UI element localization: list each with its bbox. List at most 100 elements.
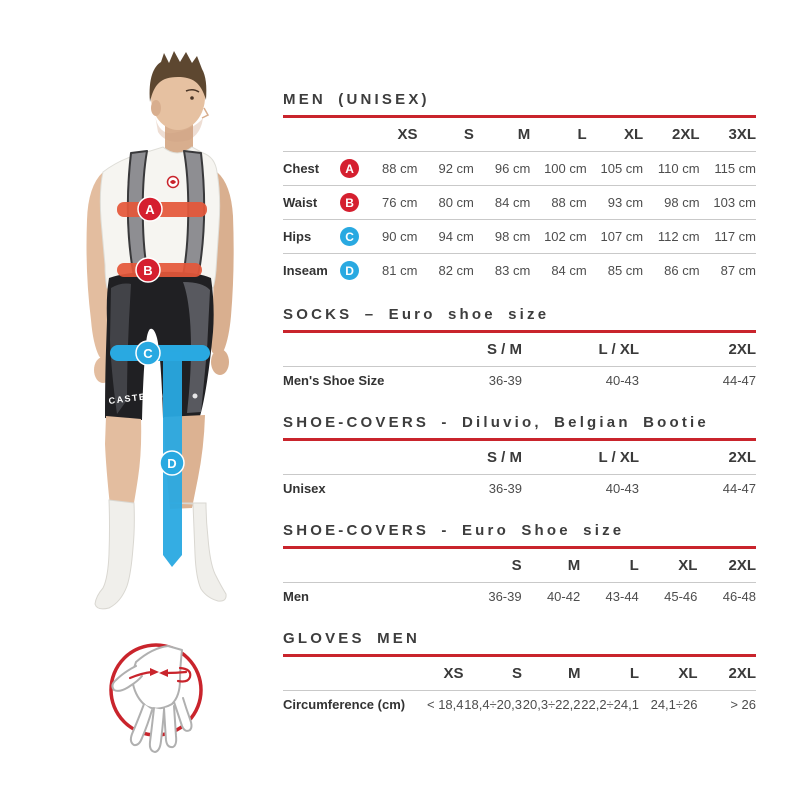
size-value: 88 cm <box>382 160 418 176</box>
size-value: 80 cm <box>417 185 474 220</box>
size-value: 24,1÷26 <box>650 697 698 712</box>
model-hair <box>149 51 207 102</box>
size-value: 36-39 <box>488 589 522 604</box>
size-tables-column: MEN (UNISEX) XS S M L XL 2XL 3XL <box>283 90 756 719</box>
size-value: 22,2÷24,1 <box>581 697 639 712</box>
size-value: 85 cm <box>586 253 644 287</box>
size-col-header: XL <box>639 657 698 691</box>
table-header-row: S / M L / XL 2XL <box>283 333 756 367</box>
size-value: 84 cm <box>530 253 587 287</box>
size-value: 117 cm <box>699 219 756 254</box>
hand-outline <box>111 645 193 753</box>
row-label: Waist <box>283 194 318 210</box>
model-head <box>151 64 205 130</box>
size-col-header: S <box>463 549 522 583</box>
table-row-men: Men 36-39 40-42 43-44 45-46 46-48 <box>283 583 756 612</box>
section-rule <box>283 546 756 549</box>
size-col-header: 3XL <box>699 118 756 152</box>
size-value: 36-39 <box>488 373 522 388</box>
table-row-waist: Waist B 76 cm 80 cm 84 cm 88 cm 93 cm 98… <box>283 185 756 220</box>
size-value: 105 cm <box>600 160 644 176</box>
size-col-header: 2XL <box>697 657 756 691</box>
size-value: 112 cm <box>643 219 700 254</box>
marker-d-table-badge: D <box>340 261 360 280</box>
model-nose <box>201 107 210 119</box>
marker-b-badge: B <box>135 257 161 283</box>
table-header-row: XS S M L XL 2XL 3XL <box>283 118 756 152</box>
table-row-chest: Chest A 88 cm 92 cm 96 cm 100 cm 105 cm … <box>283 152 756 186</box>
size-col-header: 2XL <box>643 118 700 152</box>
size-value: 40-43 <box>605 481 639 496</box>
size-col-header: L <box>580 549 639 583</box>
arrowhead-right <box>150 668 159 676</box>
row-label: Men's Shoe Size <box>283 373 385 388</box>
glove-measure-icon <box>109 643 203 753</box>
section-title: GLOVES MEN <box>283 630 421 647</box>
brand-logo-mark <box>170 180 176 184</box>
size-value: 18,4÷20,3 <box>464 697 522 712</box>
size-value: 76 cm <box>361 185 418 220</box>
size-col-header: XL <box>586 118 644 152</box>
svg-text:A: A <box>145 202 155 217</box>
model-left-leg <box>105 416 142 508</box>
size-value: 40-42 <box>546 589 581 604</box>
section-title: MEN (UNISEX) <box>283 91 430 108</box>
table-row-circumference: Circumference (cm) < 18,4 18,4÷20,3 20,3… <box>283 691 756 720</box>
size-value: 84 cm <box>473 185 531 220</box>
size-value: 96 cm <box>494 160 531 176</box>
shoe-covers-diluvio-table: S / M L / XL 2XL Unisex 36-39 40-43 44-4… <box>283 441 756 503</box>
size-value: 88 cm <box>530 185 587 220</box>
section-gloves-men: GLOVES MEN XS S M L XL 2XL <box>283 629 756 719</box>
size-col-header: S <box>463 657 522 691</box>
model-right-hand <box>211 349 229 375</box>
model-eye <box>190 96 194 100</box>
size-value: 81 cm <box>361 253 418 287</box>
size-col-header: 2XL <box>697 549 756 583</box>
row-label: Chest <box>283 160 320 176</box>
size-col-header: S / M <box>405 333 522 367</box>
section-rule <box>283 115 756 118</box>
size-value: 92 cm <box>438 160 474 176</box>
section-title: SHOE-COVERS - Euro Shoe size <box>283 522 625 539</box>
size-value: 98 cm <box>473 219 531 254</box>
size-value: 82 cm <box>417 253 474 287</box>
section-rule <box>283 438 756 441</box>
svg-text:D: D <box>167 456 176 471</box>
row-label: Men <box>283 589 309 604</box>
size-col-header <box>283 549 463 583</box>
marker-a-table-badge: A <box>340 159 360 178</box>
model-neck <box>165 122 193 156</box>
size-value: 20,3÷22,2 <box>522 697 581 712</box>
shorts-logo-right-dot <box>192 393 198 399</box>
marker-b-table-badge: B <box>340 193 360 212</box>
marker-c-badge: C <box>135 340 161 366</box>
size-col-header: XL <box>638 549 698 583</box>
size-value: 98 cm <box>643 185 700 220</box>
size-col-header: S <box>417 118 474 152</box>
marker-c-table-badge: C <box>340 227 360 246</box>
section-rule <box>283 330 756 333</box>
size-col-header: XS <box>405 657 464 691</box>
model-stubble <box>155 115 203 142</box>
size-value: 94 cm <box>417 219 474 254</box>
size-value: > 26 <box>730 697 756 712</box>
size-value: < 18,4 <box>426 697 464 712</box>
table-header-row: XS S M L XL 2XL <box>283 657 756 691</box>
size-value: 44-47 <box>722 481 756 496</box>
size-value: 83 cm <box>473 253 531 287</box>
size-col-header: L <box>530 118 587 152</box>
size-value: 115 cm <box>714 160 756 176</box>
table-header-row: S / M L / XL 2XL <box>283 441 756 475</box>
fit-model-photo: CASTELLI A B C D <box>86 51 234 610</box>
model-ear <box>151 100 161 116</box>
size-value: 110 cm <box>657 160 700 176</box>
size-value: 36-39 <box>488 481 522 496</box>
size-col-header <box>283 118 362 152</box>
table-row-mens-shoe-size: Men's Shoe Size 36-39 40-43 44-47 <box>283 367 756 396</box>
size-col-header: M <box>522 657 581 691</box>
size-col-header <box>283 333 405 367</box>
size-value: 93 cm <box>586 185 644 220</box>
size-value: 100 cm <box>544 160 587 176</box>
model-left-sock <box>94 499 135 610</box>
